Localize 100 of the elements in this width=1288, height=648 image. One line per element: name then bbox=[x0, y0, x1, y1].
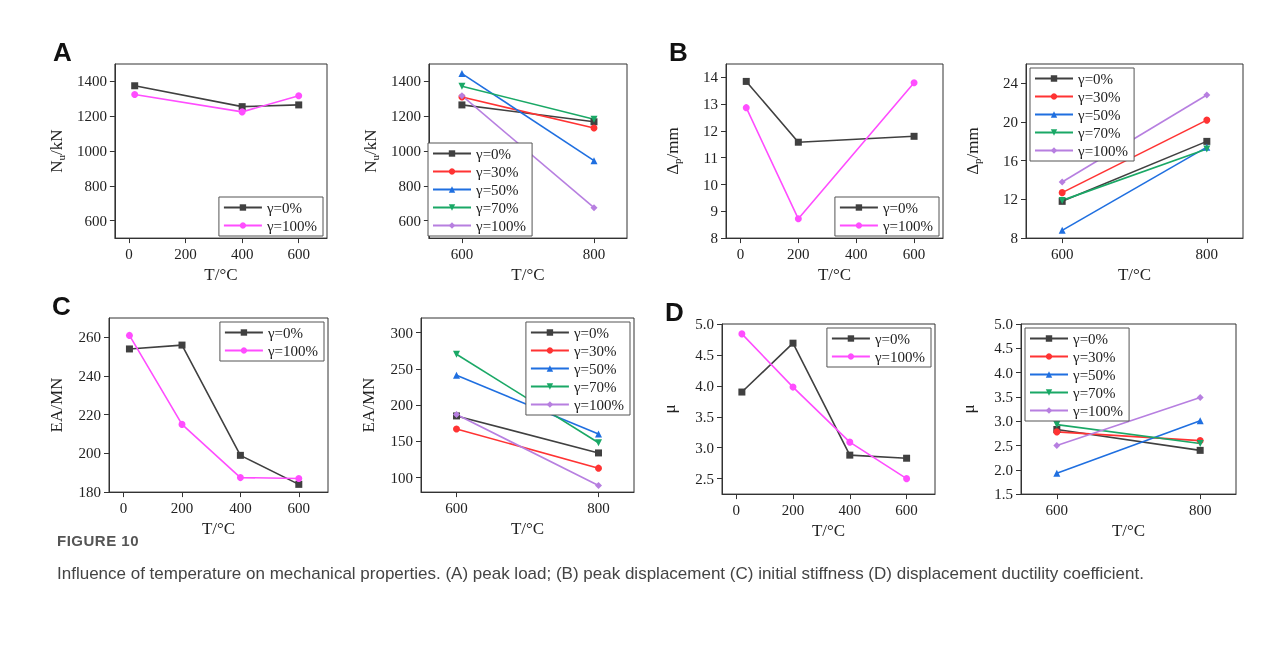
y-axis-title: EA/MN bbox=[359, 377, 378, 433]
y-tick-label: 600 bbox=[84, 212, 107, 229]
y-axis-title: Nu/kN bbox=[47, 129, 67, 173]
y-tick-label: 1000 bbox=[390, 143, 421, 160]
y-tick-label: 4.5 bbox=[695, 346, 714, 363]
x-tick-label: 400 bbox=[838, 501, 862, 518]
x-tick-label: 600 bbox=[1045, 501, 1069, 518]
y-axis-title: Nu/kN bbox=[361, 129, 381, 173]
x-tick-label: 600 bbox=[895, 501, 918, 518]
y-tick-label: 1400 bbox=[76, 73, 107, 90]
y-tick-label: 300 bbox=[390, 324, 413, 341]
y-tick-label: 1200 bbox=[76, 108, 107, 125]
y-tick-label: 4.0 bbox=[695, 377, 714, 394]
y-tick-label: 800 bbox=[398, 177, 421, 194]
y-tick-label: 800 bbox=[84, 177, 107, 194]
x-tick-label: 800 bbox=[582, 245, 606, 262]
y-tick-label: 3.0 bbox=[695, 439, 714, 456]
y-tick-label: 14 bbox=[703, 69, 719, 86]
chart-title: A bbox=[53, 37, 72, 67]
y-axis-title: EA/MN bbox=[47, 377, 66, 433]
x-axis-title: T/°C bbox=[511, 265, 545, 284]
y-tick-label: 2.5 bbox=[994, 437, 1013, 454]
y-tick-label: 180 bbox=[78, 484, 101, 501]
y-tick-label: 250 bbox=[390, 360, 413, 377]
y-tick-label: 24 bbox=[1003, 75, 1019, 92]
y-axis-title: Δp/mm bbox=[663, 127, 683, 175]
y-tick-label: 5.0 bbox=[994, 316, 1013, 332]
y-axis-title: Δp/mm bbox=[963, 127, 983, 175]
y-tick-label: 150 bbox=[390, 433, 413, 450]
x-tick-label: 400 bbox=[230, 245, 254, 262]
chart-title: D bbox=[665, 297, 684, 327]
x-axis-title: T/°C bbox=[201, 519, 236, 538]
y-tick-label: 16 bbox=[1003, 152, 1019, 169]
x-tick-label: 0 bbox=[125, 245, 133, 262]
x-axis-title: T/°C bbox=[811, 521, 846, 540]
x-axis-title: T/°C bbox=[204, 265, 238, 284]
legend-label: γ=0% bbox=[475, 145, 512, 162]
y-tick-label: 8 bbox=[710, 230, 718, 247]
legend-label: γ=0% bbox=[572, 324, 610, 341]
legend-label: γ=100% bbox=[1072, 402, 1124, 419]
y-tick-label: 10 bbox=[703, 176, 718, 193]
legend-label: γ=70% bbox=[1072, 384, 1116, 401]
x-tick-label: 400 bbox=[229, 499, 252, 516]
legend-label: γ=0% bbox=[881, 199, 919, 216]
x-tick-label: 200 bbox=[787, 245, 810, 262]
y-tick-label: 1000 bbox=[76, 143, 107, 160]
y-tick-label: 240 bbox=[78, 368, 101, 385]
legend-label: γ=30% bbox=[1077, 88, 1121, 105]
x-tick-label: 600 bbox=[287, 245, 310, 262]
x-tick-label: 600 bbox=[902, 245, 926, 262]
y-tick-label: 2.5 bbox=[695, 470, 714, 487]
legend-label: γ=0% bbox=[266, 324, 304, 341]
y-tick-label: 200 bbox=[78, 445, 101, 462]
x-tick-label: 200 bbox=[781, 501, 805, 518]
legend-label: γ=50% bbox=[475, 181, 519, 198]
legend-label: γ=0% bbox=[873, 330, 911, 347]
y-tick-label: 600 bbox=[398, 212, 421, 229]
legend-label: γ=100% bbox=[266, 342, 319, 359]
x-tick-label: 0 bbox=[119, 499, 128, 516]
legend-label: γ=30% bbox=[1072, 348, 1116, 365]
legend-label: γ=50% bbox=[572, 360, 617, 377]
y-axis-title: μ bbox=[660, 404, 679, 414]
y-tick-label: 8 bbox=[1010, 230, 1018, 247]
legend-label: γ=0% bbox=[1072, 330, 1109, 347]
x-tick-label: 600 bbox=[445, 499, 468, 516]
y-tick-label: 1.5 bbox=[994, 486, 1013, 503]
legend-label: γ=50% bbox=[1072, 366, 1116, 383]
y-tick-label: 20 bbox=[1003, 114, 1018, 131]
legend-label: γ=50% bbox=[1077, 106, 1121, 123]
chart-title: B bbox=[669, 37, 688, 67]
x-axis-title: T/°C bbox=[1111, 521, 1146, 540]
legend-label: γ=70% bbox=[1077, 124, 1121, 141]
x-tick-label: 800 bbox=[1188, 501, 1212, 518]
x-tick-label: 200 bbox=[174, 245, 197, 262]
x-tick-label: 0 bbox=[736, 245, 745, 262]
legend-label: γ=100% bbox=[265, 217, 318, 234]
y-tick-label: 2.0 bbox=[994, 461, 1013, 478]
legend-label: γ=0% bbox=[265, 199, 303, 216]
legend-label: γ=30% bbox=[475, 163, 519, 180]
y-tick-label: 13 bbox=[703, 96, 718, 113]
y-tick-label: 1400 bbox=[390, 73, 421, 90]
y-tick-label: 200 bbox=[390, 397, 413, 414]
legend-label: γ=0% bbox=[1077, 70, 1114, 87]
y-tick-label: 5.0 bbox=[695, 316, 714, 332]
y-tick-label: 260 bbox=[78, 329, 101, 346]
legend-label: γ=30% bbox=[572, 342, 617, 359]
y-tick-label: 4.5 bbox=[994, 340, 1013, 357]
y-tick-label: 4.0 bbox=[994, 364, 1013, 381]
legend-label: γ=100% bbox=[873, 348, 926, 365]
legend-label: γ=100% bbox=[1077, 142, 1129, 159]
y-tick-label: 1200 bbox=[390, 108, 421, 125]
x-axis-title: T/°C bbox=[817, 265, 852, 284]
legend-label: γ=100% bbox=[572, 396, 625, 413]
y-tick-label: 3.5 bbox=[695, 408, 714, 425]
caption: FIGURE 10 bbox=[57, 532, 140, 549]
x-axis-title: T/°C bbox=[1117, 265, 1152, 284]
text: Influence of temperature on mechanical properties. (A) peak load; (B) peak displacement (C) initial stiffness (D) displacement ductility coefficient. bbox=[57, 563, 1145, 585]
x-tick-label: 200 bbox=[170, 499, 194, 516]
y-tick-label: 11 bbox=[703, 149, 718, 166]
y-tick-label: 12 bbox=[703, 122, 718, 139]
